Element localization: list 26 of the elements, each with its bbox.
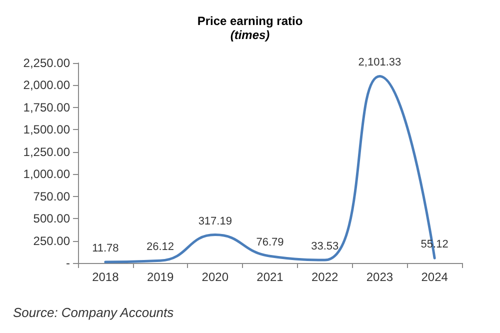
text: 2,101.33 [358,56,402,69]
chart-subtitle: (times) [230,28,270,42]
x-tick-label: 2022 [312,270,339,284]
x-tick-label: 2021 [256,270,284,284]
source-note: Source: Company Accounts [13,305,174,320]
y-tick-label: 2,000.00 [23,78,70,92]
text: 26.12 [146,241,174,254]
y-tick-label: 2,250.00 [23,56,70,70]
text: 33.53 [311,240,339,253]
y-tick-label: - [66,256,70,270]
y-tick-label: 1,750.00 [23,100,70,114]
text: 76.79 [256,236,284,249]
x-tick-label: 2023 [366,270,394,284]
y-tick-label: 750.00 [33,189,70,204]
text: 11.78 [92,242,119,254]
y-tick-label: 1,000.00 [23,167,70,182]
y-tick-label: 500.00 [33,212,70,226]
x-tick-label: 2018 [92,270,120,284]
y-tick-label: 1,250.00 [23,144,70,159]
text: 317.19 [198,215,232,228]
x-tick-label: 2019 [146,270,174,284]
x-tick-label: 2020 [202,270,229,284]
chart-title: Price earning ratio [197,14,303,28]
y-tick-label: 1,500.00 [23,122,70,137]
y-tick-label: 250.00 [33,234,70,248]
x-tick-label: 2024 [421,270,448,284]
